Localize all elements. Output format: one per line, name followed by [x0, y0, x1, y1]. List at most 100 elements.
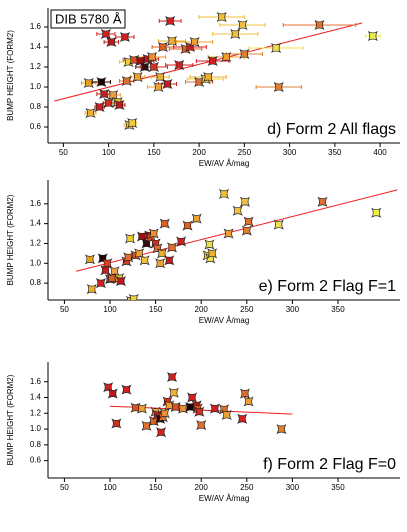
data-point [95, 278, 106, 289]
data-point [121, 384, 132, 395]
data-point [273, 81, 284, 93]
data-point [221, 409, 232, 420]
data-point [100, 28, 111, 40]
data-point [96, 76, 107, 88]
x-tick-label: 150 [149, 483, 163, 492]
data-point [107, 388, 118, 399]
data-point [86, 284, 97, 295]
y-axis-title: BUMP HEIGHT (FORM2) [6, 374, 15, 465]
data-point [204, 239, 215, 250]
y-tick-label: 1.2 [30, 408, 42, 417]
y-tick-label: 0.8 [30, 278, 42, 287]
data-point [123, 252, 134, 263]
label-box-text: DIB 5780 Å [55, 11, 122, 26]
data-point [159, 218, 170, 229]
data-point [168, 387, 179, 398]
y-tick-label: 1.6 [30, 22, 42, 31]
y-tick-label: 1.0 [30, 258, 42, 267]
x-tick-label: 100 [103, 305, 117, 314]
y-tick-label: 1.0 [30, 424, 42, 433]
data-point [182, 220, 193, 231]
x-tick-label: 300 [286, 305, 300, 314]
y-axis-title: BUMP HEIGHT (FORM2) [6, 30, 15, 121]
data-point [367, 30, 378, 42]
data-point [162, 78, 173, 90]
y-tick-label: 1.0 [30, 82, 42, 91]
data-point [141, 420, 152, 432]
data-point [99, 88, 110, 100]
data-point [221, 51, 232, 63]
x-tick-label: 100 [103, 483, 117, 492]
data-point [232, 205, 243, 216]
data-point [157, 41, 169, 53]
data-point [270, 42, 282, 54]
x-tick-label: 50 [60, 483, 69, 492]
panel-annotation: e) Form 2 Flag F=1 [259, 278, 396, 295]
data-point [207, 248, 218, 259]
data-point [207, 55, 218, 67]
y-tick-label: 0.6 [30, 122, 42, 131]
y-axis-title: BUMP HEIGHT (FORM2) [6, 194, 15, 285]
data-point [166, 35, 178, 47]
data-point [203, 71, 214, 83]
data-point [241, 225, 252, 236]
x-axis-title: EW/AV Å/mag [199, 494, 250, 503]
data-point [100, 265, 111, 276]
data-point [139, 255, 150, 266]
data-point [132, 71, 143, 83]
data-point [106, 273, 117, 284]
x-tick-label: 200 [195, 305, 209, 314]
data-point [276, 423, 287, 435]
data-point [103, 97, 114, 109]
data-point [109, 266, 120, 277]
data-point [166, 371, 178, 383]
y-tick-label: 1.4 [30, 42, 42, 51]
x-axis-title: EW/AV Å/mag [199, 316, 250, 325]
plot-area [76, 188, 398, 300]
x-tick-label: 350 [328, 148, 342, 157]
data-point [121, 75, 132, 87]
y-tick-label: 1.4 [30, 219, 42, 228]
data-point [108, 89, 119, 101]
data-point [124, 233, 136, 244]
x-tick-label: 300 [286, 483, 300, 492]
plot-area [54, 11, 381, 131]
x-tick-label: 350 [331, 305, 345, 314]
data-point [165, 15, 176, 27]
data-point [119, 31, 131, 43]
data-point [230, 28, 241, 40]
y-tick-label: 1.6 [30, 377, 42, 386]
x-tick-label: 250 [238, 148, 252, 157]
data-point [155, 258, 166, 269]
y-tick-label: 0.8 [30, 102, 42, 111]
x-tick-label: 100 [102, 148, 116, 157]
y-tick-label: 0.6 [30, 456, 42, 465]
data-point [146, 51, 158, 63]
data-point [239, 48, 250, 60]
data-point [111, 418, 122, 429]
data-point [194, 76, 205, 88]
data-point [216, 11, 227, 23]
x-tick-label: 250 [240, 305, 254, 314]
data-point [273, 219, 284, 230]
data-point [176, 236, 187, 247]
data-point [186, 392, 198, 403]
data-point [148, 61, 159, 73]
data-point [115, 276, 127, 287]
data-point [127, 117, 138, 129]
data-point [148, 228, 159, 239]
data-point [243, 396, 254, 407]
data-point [196, 420, 207, 431]
y-tick-label: 1.2 [30, 62, 42, 71]
data-point [134, 248, 145, 259]
data-point [174, 59, 185, 71]
data-point [314, 19, 325, 31]
y-tick-label: 0.8 [30, 440, 42, 449]
x-tick-label: 150 [147, 148, 161, 157]
data-point [237, 19, 248, 31]
data-point [136, 403, 148, 414]
panel-annotation: d) Form 2 All flags [267, 121, 396, 138]
x-tick-label: 400 [373, 148, 387, 157]
plot-area [103, 371, 293, 438]
data-point [177, 403, 189, 414]
